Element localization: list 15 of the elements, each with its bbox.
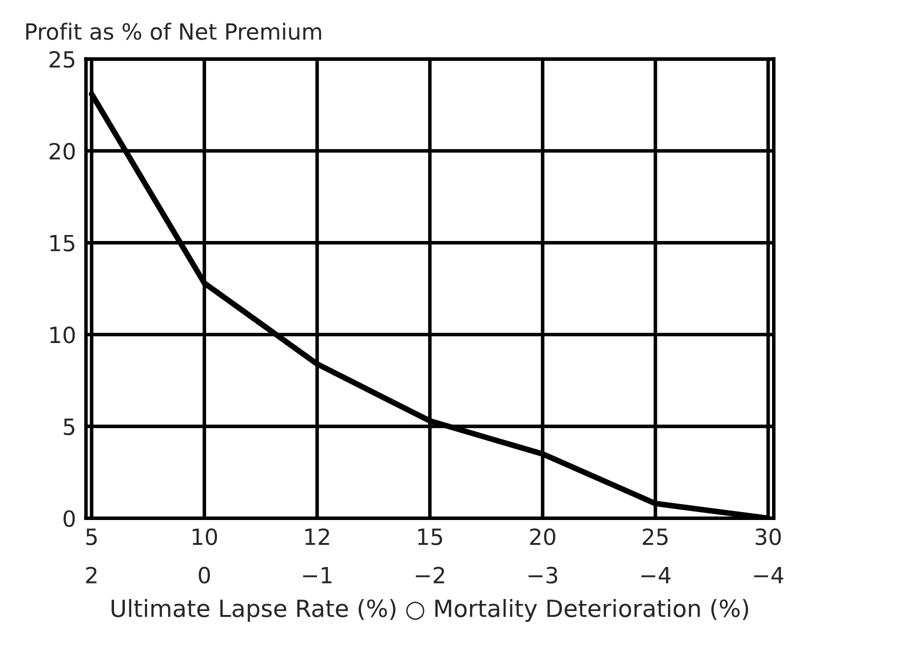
x-tick-label: 15 −2 — [416, 528, 444, 584]
x-tick-label: 5 2 — [86, 528, 97, 584]
chart-title: Profit as % of Net Premium — [26, 22, 322, 40]
y-tick-label: 5 — [64, 418, 74, 436]
x-tick-label: 20 −3 — [528, 528, 558, 584]
y-tick-label: 20 — [50, 142, 75, 160]
x-tick-label: 10 0 — [192, 528, 218, 584]
y-tick-label: 0 — [64, 510, 75, 527]
y-tick-label: 15 — [50, 234, 74, 252]
x-tick-label: 30 −4 — [754, 528, 784, 584]
y-tick-label: 25 — [50, 50, 74, 68]
x-axis-title: Ultimate Lapse Rate (%) ○ Mortality Deterioration (%) — [112, 598, 748, 622]
y-tick-label: 10 — [50, 326, 75, 344]
x-tick-label: 25 −4 — [641, 528, 671, 584]
x-tick-label: 12 −1 — [303, 528, 332, 584]
